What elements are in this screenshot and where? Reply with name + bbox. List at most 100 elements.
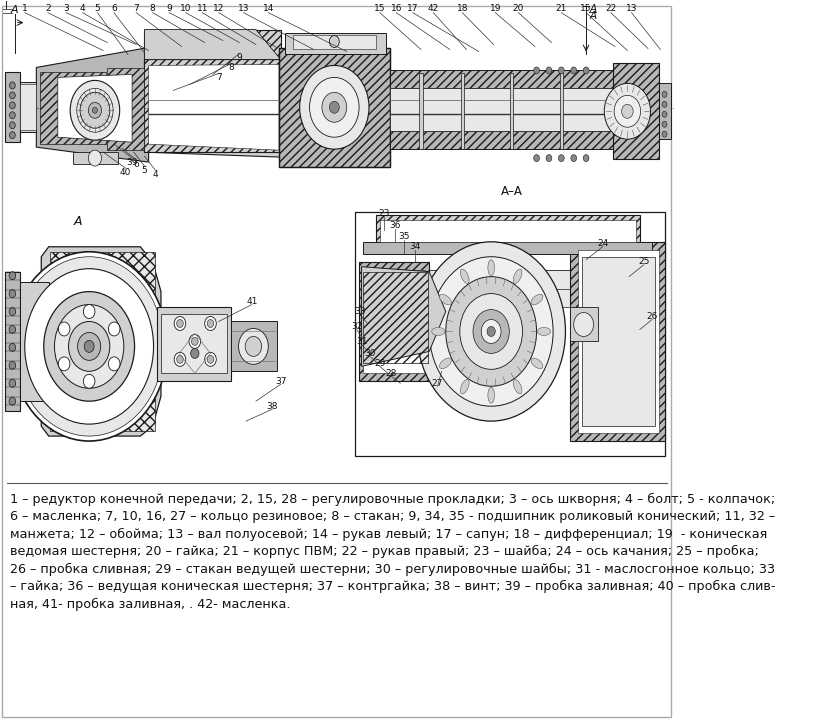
Text: 22: 22 xyxy=(605,4,616,13)
Circle shape xyxy=(546,155,552,161)
Ellipse shape xyxy=(531,358,543,369)
Circle shape xyxy=(9,271,16,279)
Circle shape xyxy=(574,312,593,336)
Circle shape xyxy=(10,112,16,119)
Circle shape xyxy=(311,78,317,86)
Ellipse shape xyxy=(513,269,522,284)
Bar xyxy=(279,48,391,167)
Text: 8: 8 xyxy=(228,63,234,72)
Polygon shape xyxy=(144,60,281,157)
Circle shape xyxy=(356,121,362,129)
Text: 24: 24 xyxy=(597,239,608,248)
Bar xyxy=(460,73,464,149)
Circle shape xyxy=(78,333,100,360)
Ellipse shape xyxy=(531,294,543,305)
Bar xyxy=(279,48,391,167)
Text: ная, 41- пробка заливная, . 42- масленка.: ная, 41- пробка заливная, . 42- масленка… xyxy=(10,598,290,611)
Bar xyxy=(50,252,155,431)
Text: 25: 25 xyxy=(638,257,650,266)
Circle shape xyxy=(9,343,16,351)
Text: 34: 34 xyxy=(410,242,421,251)
Text: 26: 26 xyxy=(646,312,658,321)
Circle shape xyxy=(24,269,153,424)
Text: 30: 30 xyxy=(364,349,375,358)
Circle shape xyxy=(662,91,667,97)
Bar xyxy=(570,307,598,341)
Text: 35: 35 xyxy=(399,233,410,241)
Bar xyxy=(375,215,640,247)
Text: А: А xyxy=(74,215,82,228)
Text: 8: 8 xyxy=(150,4,156,13)
Circle shape xyxy=(339,137,345,145)
Circle shape xyxy=(109,322,120,336)
Text: А: А xyxy=(589,4,596,14)
Circle shape xyxy=(481,320,501,343)
Circle shape xyxy=(662,102,667,107)
Circle shape xyxy=(571,155,577,161)
Circle shape xyxy=(558,67,564,74)
Bar xyxy=(391,131,614,149)
Text: – гайка; 36 – ведущая коническая шестерня; 37 – контргайка; 38 – винт; 39 – проб: – гайка; 36 – ведущая коническая шестерн… xyxy=(10,580,775,593)
Circle shape xyxy=(309,78,359,138)
Bar xyxy=(20,82,37,132)
Circle shape xyxy=(534,67,539,74)
Circle shape xyxy=(302,103,308,112)
Text: 1 – редуктор конечной передачи; 2, 15, 28 – регулировочные прокладки; 3 – ось шк: 1 – редуктор конечной передачи; 2, 15, 2… xyxy=(10,493,775,506)
Bar xyxy=(40,73,105,144)
Bar xyxy=(659,84,671,139)
Text: 6 – масленка; 7, 10, 16, 27 – кольцо резиновое; 8 – стакан; 9, 34, 35 - подшипни: 6 – масленка; 7, 10, 16, 27 – кольцо рез… xyxy=(10,510,775,523)
Bar xyxy=(20,84,37,130)
Circle shape xyxy=(192,338,198,346)
Text: 16: 16 xyxy=(391,4,402,13)
Circle shape xyxy=(311,128,317,136)
Circle shape xyxy=(109,357,120,371)
Circle shape xyxy=(10,102,16,109)
Text: 40: 40 xyxy=(120,168,131,176)
Circle shape xyxy=(59,357,70,371)
Text: А: А xyxy=(11,4,19,14)
Bar xyxy=(510,73,513,149)
Text: 2: 2 xyxy=(45,4,51,13)
Circle shape xyxy=(10,122,16,129)
Bar xyxy=(379,220,636,242)
Circle shape xyxy=(429,257,553,406)
Circle shape xyxy=(359,112,366,120)
Text: 4: 4 xyxy=(80,4,86,13)
Circle shape xyxy=(299,66,369,149)
Circle shape xyxy=(459,294,522,369)
Circle shape xyxy=(571,67,577,74)
Text: 3: 3 xyxy=(63,4,69,13)
Bar xyxy=(419,73,423,149)
Circle shape xyxy=(176,320,184,328)
Polygon shape xyxy=(149,65,279,150)
Bar xyxy=(20,282,49,401)
Text: 18: 18 xyxy=(456,4,468,13)
Circle shape xyxy=(662,121,667,127)
Text: 5: 5 xyxy=(95,4,100,13)
Ellipse shape xyxy=(488,260,494,276)
Text: 10: 10 xyxy=(180,4,192,13)
Circle shape xyxy=(88,150,101,166)
Text: манжета; 12 – обойма; 13 – вал полуосевой; 14 – рукав левый; 17 – сапун; 18 – ди: манжета; 12 – обойма; 13 – вал полуосево… xyxy=(10,528,767,541)
Circle shape xyxy=(546,67,552,74)
Ellipse shape xyxy=(538,328,551,336)
Circle shape xyxy=(9,379,16,387)
Polygon shape xyxy=(37,48,149,162)
Text: 38: 38 xyxy=(267,402,278,410)
Circle shape xyxy=(207,320,214,328)
Bar xyxy=(144,60,281,152)
Bar xyxy=(5,271,20,411)
Ellipse shape xyxy=(488,387,494,403)
Circle shape xyxy=(352,128,358,136)
Circle shape xyxy=(9,325,16,333)
Circle shape xyxy=(317,73,323,81)
Bar xyxy=(5,73,20,142)
Circle shape xyxy=(10,82,16,89)
Text: 9: 9 xyxy=(237,53,242,62)
Bar xyxy=(157,307,231,382)
Text: 41: 41 xyxy=(246,297,258,306)
Ellipse shape xyxy=(460,379,469,394)
Ellipse shape xyxy=(460,269,469,284)
Circle shape xyxy=(9,289,16,297)
Text: 11: 11 xyxy=(197,4,208,13)
